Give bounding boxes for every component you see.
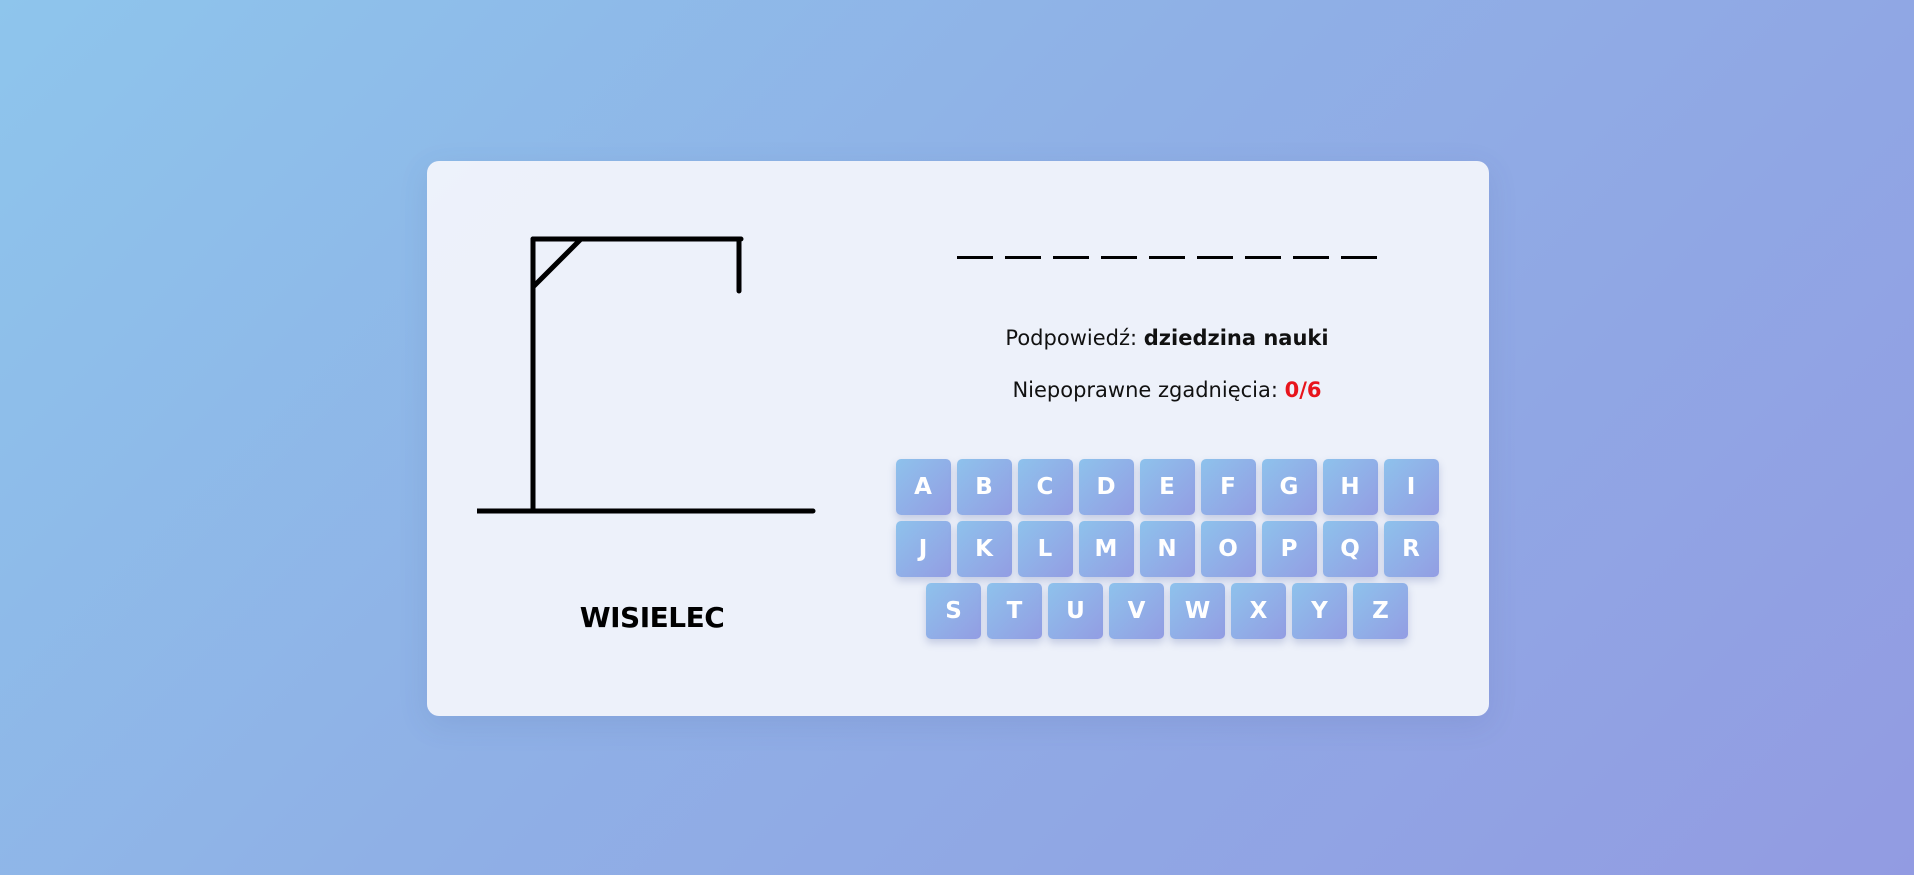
gallows-drawing (477, 236, 816, 514)
letter-key-z[interactable]: Z (1353, 583, 1408, 639)
game-panel: Podpowiedź: dziedzina nauki Niepoprawne … (887, 161, 1447, 716)
letter-key-o[interactable]: O (1200, 521, 1256, 577)
hint-text: Podpowiedź: dziedzina nauki (887, 326, 1447, 350)
word-display (887, 256, 1447, 259)
letter-key-q[interactable]: Q (1322, 521, 1378, 577)
hint-value: dziedzina nauki (1143, 326, 1329, 350)
letter-key-n[interactable]: N (1139, 521, 1195, 577)
letter-slot (1293, 256, 1329, 259)
letter-key-d[interactable]: D (1078, 459, 1134, 515)
letter-slot (1245, 256, 1281, 259)
letter-key-w[interactable]: W (1170, 583, 1225, 639)
letter-key-s[interactable]: S (926, 583, 981, 639)
letter-key-g[interactable]: G (1261, 459, 1317, 515)
letter-key-r[interactable]: R (1383, 521, 1439, 577)
gallows-brace (530, 236, 584, 290)
letter-key-h[interactable]: H (1322, 459, 1378, 515)
letter-key-y[interactable]: Y (1292, 583, 1347, 639)
letter-key-k[interactable]: K (956, 521, 1012, 577)
hint-label: Podpowiedź: (1005, 326, 1138, 350)
letter-key-u[interactable]: U (1048, 583, 1103, 639)
letter-key-p[interactable]: P (1261, 521, 1317, 577)
letter-slot (1101, 256, 1137, 259)
letter-slot (957, 256, 993, 259)
game-card: WISIELEC Podpowiedź: dziedzina nauki Nie… (427, 161, 1489, 716)
letter-key-f[interactable]: F (1200, 459, 1256, 515)
guesses-count: 0/6 (1284, 378, 1322, 402)
letter-key-b[interactable]: B (956, 459, 1012, 515)
letter-key-c[interactable]: C (1017, 459, 1073, 515)
guesses-label: Niepoprawne zgadnięcia: (1012, 378, 1278, 402)
letter-key-i[interactable]: I (1383, 459, 1439, 515)
letter-slot (1053, 256, 1089, 259)
letter-key-a[interactable]: A (895, 459, 951, 515)
letter-key-e[interactable]: E (1139, 459, 1195, 515)
letter-slot (1197, 256, 1233, 259)
game-title: WISIELEC (579, 601, 725, 634)
letter-key-x[interactable]: X (1231, 583, 1286, 639)
letter-slot (1149, 256, 1185, 259)
letter-key-j[interactable]: J (895, 521, 951, 577)
letter-key-m[interactable]: M (1078, 521, 1134, 577)
letter-key-l[interactable]: L (1017, 521, 1073, 577)
letter-slot (1005, 256, 1041, 259)
letter-key-t[interactable]: T (987, 583, 1042, 639)
incorrect-guesses: Niepoprawne zgadnięcia: 0/6 (887, 378, 1447, 402)
letter-key-v[interactable]: V (1109, 583, 1164, 639)
letter-slot (1341, 256, 1377, 259)
